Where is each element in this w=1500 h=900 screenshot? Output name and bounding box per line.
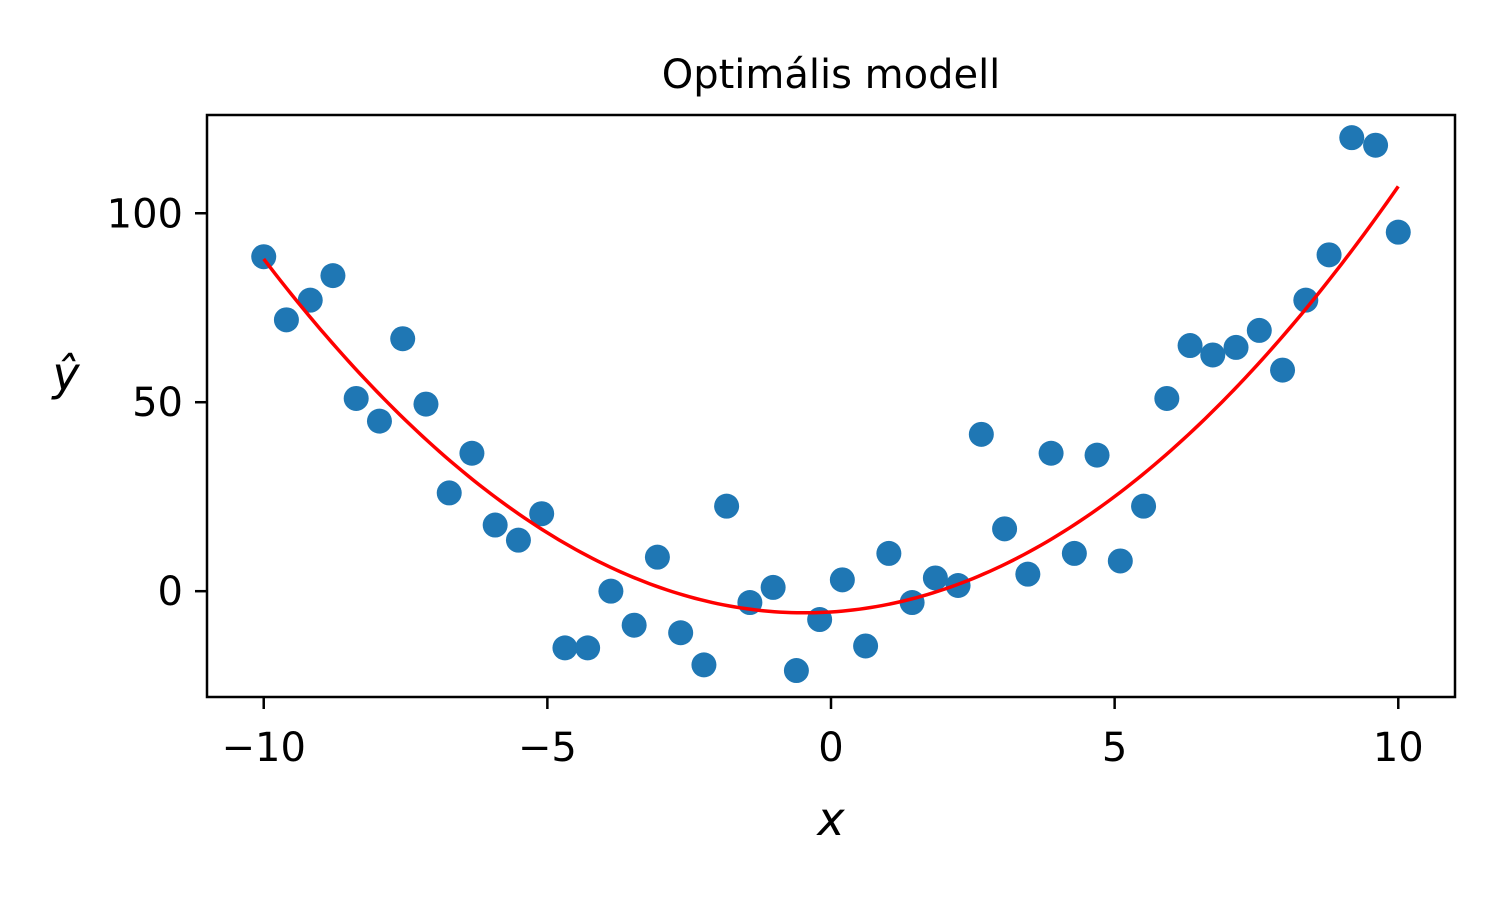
data-point [273, 307, 299, 333]
data-point [760, 574, 786, 600]
data-point [320, 263, 346, 289]
plot-frame [205, 113, 1457, 699]
data-point [691, 652, 717, 678]
data-point [297, 287, 323, 313]
data-point [621, 612, 647, 638]
x-tick-label: 10 [1373, 725, 1424, 771]
data-point [251, 244, 277, 270]
data-point [1363, 132, 1389, 158]
data-point [459, 440, 485, 466]
data-point [505, 527, 531, 553]
x-axis-label: x [815, 792, 845, 846]
data-point [1223, 334, 1249, 360]
x-tick-label: −10 [222, 725, 306, 771]
data-point [529, 501, 555, 527]
data-point [343, 385, 369, 411]
data-point [390, 326, 416, 352]
data-point [922, 565, 948, 591]
data-point [575, 635, 601, 661]
x-tick-label: 5 [1102, 725, 1127, 771]
x-tick-label: −5 [518, 725, 577, 771]
data-point [1339, 125, 1365, 151]
y-tick-label: 100 [107, 191, 183, 237]
data-point [829, 567, 855, 593]
data-point [436, 480, 462, 506]
data-point [968, 421, 994, 447]
data-point [644, 544, 670, 570]
fitted-curve [262, 185, 1400, 615]
data-point [876, 540, 902, 566]
plot-content [251, 125, 1411, 684]
chart-title: Optimális modell [662, 52, 1001, 98]
data-point [714, 493, 740, 519]
y-axis-label: ŷ [50, 347, 80, 401]
data-point [853, 633, 879, 659]
data-point [1246, 317, 1272, 343]
data-point [1154, 385, 1180, 411]
data-point [783, 658, 809, 684]
x-tick-label: 0 [818, 725, 843, 771]
data-point [1015, 561, 1041, 587]
data-point [1131, 493, 1157, 519]
data-point [1061, 540, 1087, 566]
data-point [992, 516, 1018, 542]
data-point [1270, 357, 1296, 383]
data-point [1107, 548, 1133, 574]
data-point [598, 578, 624, 604]
data-point [1293, 287, 1319, 313]
data-point [1084, 442, 1110, 468]
data-point [1316, 242, 1342, 268]
data-point [413, 391, 439, 417]
data-point [1177, 333, 1203, 359]
data-point [552, 635, 578, 661]
data-point [366, 408, 392, 434]
y-tick-label: 0 [158, 569, 183, 615]
data-point [668, 620, 694, 646]
data-point [1200, 342, 1226, 368]
data-point [1038, 440, 1064, 466]
data-point [1385, 219, 1411, 245]
data-point [482, 512, 508, 538]
y-tick-label: 50 [132, 380, 183, 426]
